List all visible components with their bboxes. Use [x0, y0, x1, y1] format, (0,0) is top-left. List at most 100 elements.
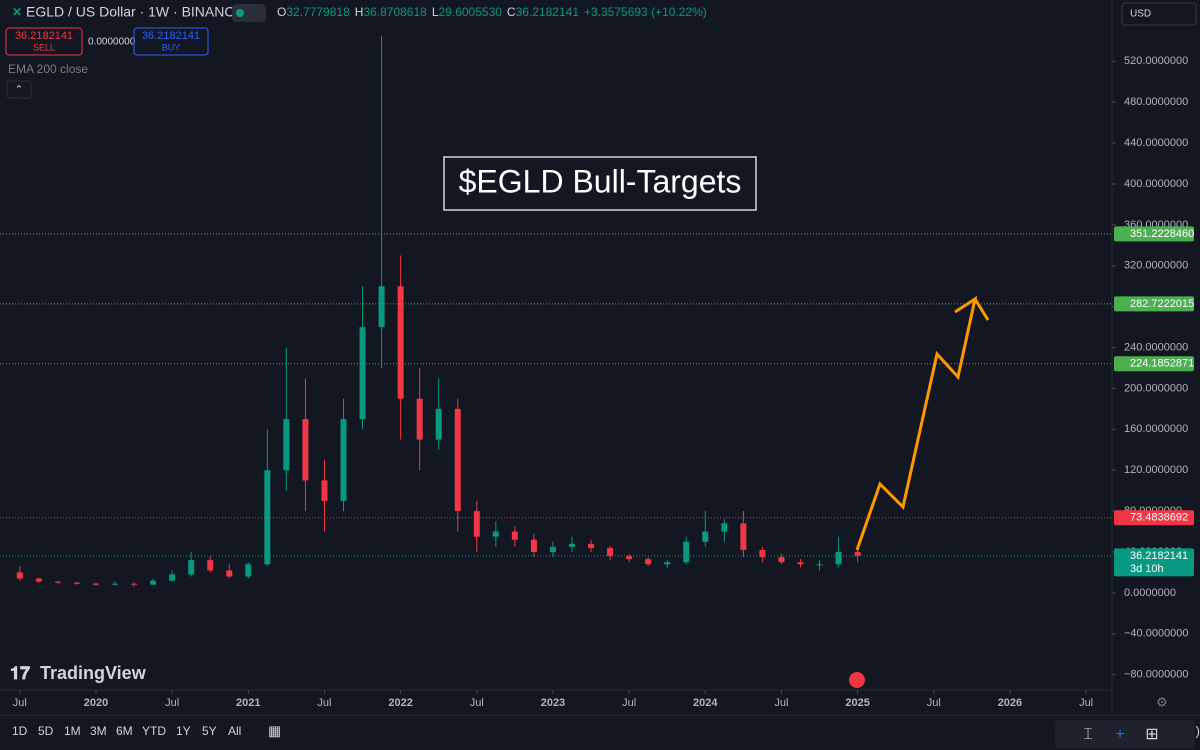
candle-body	[35, 578, 42, 582]
x-tick-label: 2023	[541, 697, 565, 709]
y-tick-label: 480.0000000	[1124, 96, 1188, 108]
candle-body	[435, 408, 442, 440]
x-tick-label: Jul	[774, 697, 788, 709]
candle-body	[92, 583, 99, 585]
status-dot	[236, 9, 244, 17]
settings-icon[interactable]: ⚙	[1156, 694, 1168, 709]
x-tick-label: 2025	[845, 697, 869, 709]
countdown: 3d 10h	[1130, 563, 1164, 575]
candle-body	[283, 419, 290, 471]
x-tick-label: Jul	[13, 697, 27, 709]
candle-body	[530, 539, 537, 552]
plot-area: −80.0000000−40.00000000.000000040.000000…	[0, 35, 1194, 709]
candle-body	[131, 583, 138, 585]
candle-body	[359, 327, 366, 420]
x-tick-label: 2024	[693, 697, 718, 709]
price-level-tag	[1114, 296, 1194, 312]
date-range-icon[interactable]: ▦	[268, 723, 281, 739]
price-level-tag	[1114, 510, 1194, 526]
sell-button[interactable]	[5, 27, 83, 56]
x-tick-label: 2022	[388, 697, 412, 709]
ohlc-value: 36.8708618	[363, 5, 427, 19]
range-button[interactable]: 1D	[12, 724, 28, 738]
buy-button[interactable]	[133, 27, 209, 56]
symbol: EGLD / US Dollar · 1W · BINANCE	[26, 4, 244, 20]
candle-body	[150, 580, 157, 585]
price-level-label: 351.2228460	[1130, 228, 1194, 240]
candle-body	[645, 559, 652, 565]
candle-body	[759, 549, 766, 558]
candle-body	[568, 543, 575, 547]
symbol-icon: ✕	[12, 5, 22, 19]
x-tick-label: Jul	[622, 697, 636, 709]
candle-body	[378, 286, 385, 328]
ohlc-key: L	[432, 5, 439, 19]
x-tick-label: 2026	[998, 697, 1022, 709]
ohlc-value: 29.6005530	[439, 5, 503, 19]
range-button[interactable]: 3M	[90, 724, 107, 738]
range-button[interactable]: 5D	[38, 724, 54, 738]
range-button[interactable]: 1Y	[176, 724, 191, 738]
candle-body	[721, 523, 728, 532]
ohlc-change: +3.3575693 (+10.22%)	[584, 5, 707, 19]
x-tick-label: 2021	[236, 697, 260, 709]
collapse-button[interactable]	[6, 80, 32, 99]
y-tick-label: −80.0000000	[1124, 669, 1189, 681]
candle-body	[112, 583, 119, 585]
candle-body	[188, 560, 195, 575]
candle-body	[340, 419, 347, 501]
y-tick-label: 400.0000000	[1124, 178, 1188, 190]
y-tick-label: 320.0000000	[1124, 260, 1188, 272]
spread: 0.0000000	[88, 37, 136, 48]
sell-label[interactable]: SELL	[33, 42, 55, 52]
candle-body	[207, 560, 214, 571]
candle-body	[626, 556, 633, 560]
range-button[interactable]: All	[228, 724, 241, 738]
currency-select[interactable]	[1121, 2, 1197, 26]
candle-body	[702, 531, 709, 542]
cursor-tool[interactable]: ⌶	[1083, 726, 1093, 743]
candle-body	[492, 531, 499, 537]
price-level-label: 73.4838692	[1130, 512, 1188, 524]
candle-body	[321, 480, 328, 501]
candle-body	[549, 546, 556, 552]
candle-body	[454, 408, 461, 512]
range-button[interactable]: 5Y	[202, 724, 217, 738]
y-tick-label: 440.0000000	[1124, 137, 1188, 149]
candle-body	[511, 531, 518, 540]
currency[interactable]: USD	[1130, 9, 1151, 20]
candle-body	[588, 543, 595, 548]
range-button[interactable]: 6M	[116, 724, 133, 738]
buy-label[interactable]: BUY	[162, 42, 181, 52]
candle-body	[854, 552, 861, 556]
candle-body	[169, 574, 176, 581]
price-level-tag	[1114, 356, 1194, 372]
candle-body	[816, 564, 823, 566]
candle-body	[416, 398, 423, 440]
ohlc-values: O32.7779818 H36.8708618 L29.6005530 C36.218…	[277, 5, 707, 19]
chart-title: $EGLD Bull-Targets	[459, 163, 742, 199]
price-level-label: 282.7222015	[1130, 298, 1194, 310]
buy-price[interactable]: 36.2182141	[142, 30, 200, 42]
event-marker[interactable]	[849, 672, 865, 688]
y-tick-label: 120.0000000	[1124, 464, 1188, 476]
candle-body	[797, 562, 804, 565]
drawing-toolbar	[1055, 720, 1195, 748]
range-buttons: 1D 5D 1M 3M 6M YTD 1Y 5Y All ▦	[12, 723, 281, 739]
collapse-icon[interactable]: ⌃	[15, 85, 23, 96]
ohlc-value: 32.7779818	[286, 5, 350, 19]
crosshair-tool[interactable]: +	[1115, 726, 1124, 743]
candle-body	[245, 564, 252, 577]
measure-tool[interactable]: ⊞	[1145, 726, 1158, 743]
range-button[interactable]: YTD	[142, 724, 166, 738]
indicator: EMA 200 close	[8, 62, 88, 76]
x-tick-label: Jul	[470, 697, 484, 709]
range-button[interactable]: 1M	[64, 724, 81, 738]
y-tick-label: 200.0000000	[1124, 382, 1188, 394]
sell-price[interactable]: 36.2182141	[15, 30, 73, 42]
y-tick-label: 240.0000000	[1124, 341, 1188, 353]
candle-body	[73, 582, 80, 584]
